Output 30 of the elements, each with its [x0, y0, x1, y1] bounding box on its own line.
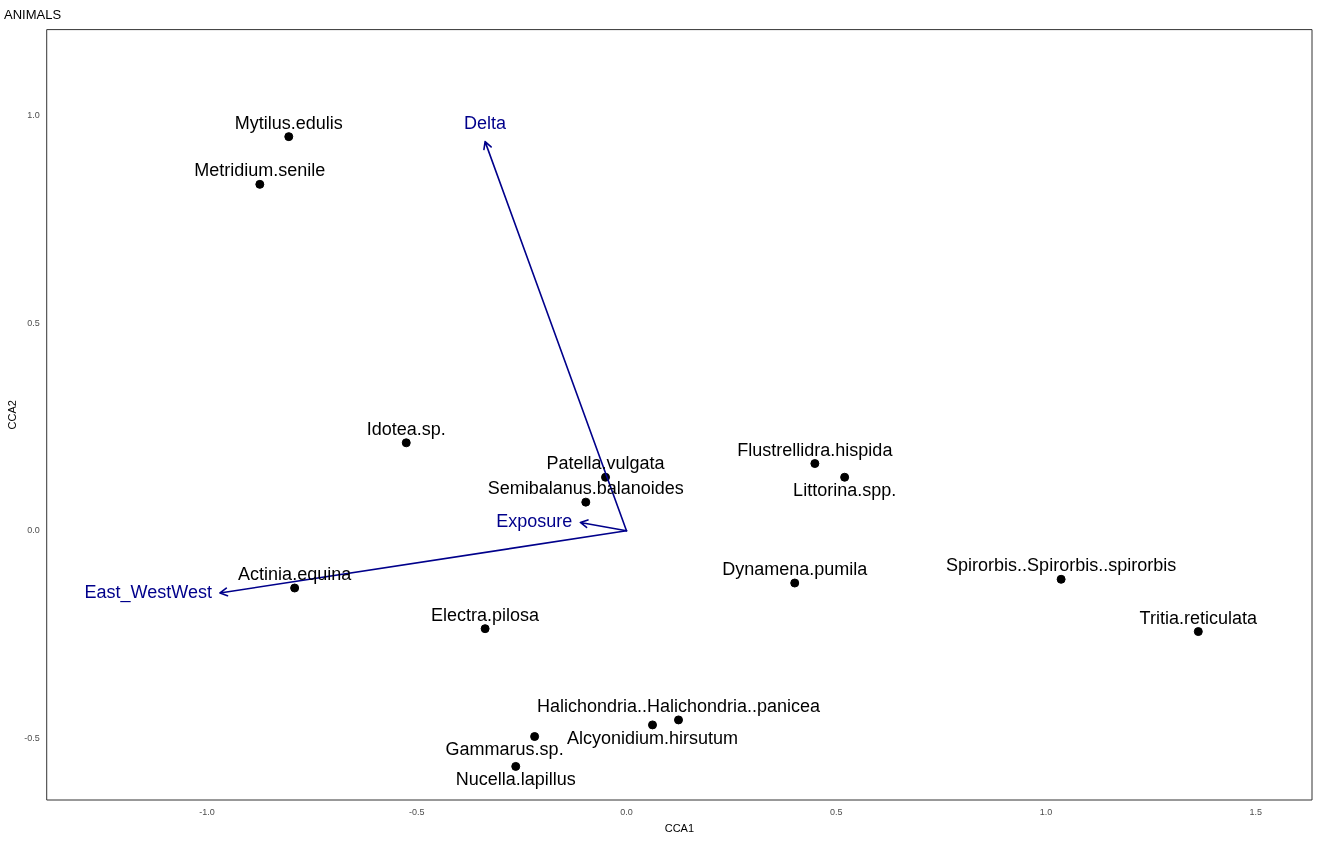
- y-tick-label: 0.0: [27, 525, 40, 536]
- annotation: Actinia.equina: [238, 563, 353, 584]
- annotation: Nucella.lapillus: [455, 769, 576, 790]
- annotation: Mytilus.edulis: [234, 112, 343, 133]
- x-axis-title: CCA1: [664, 822, 695, 835]
- annotation: Dynamena.pumila: [722, 559, 869, 579]
- x-tick-label: 0.5: [830, 806, 843, 817]
- series-label: East_WestWest: [84, 581, 212, 603]
- chart-title: ANIMALS: [4, 7, 62, 23]
- annotation: Metridium.senile: [194, 160, 326, 181]
- x-tick-label: -0.5: [408, 806, 425, 817]
- annotation: Tritia.reticulata: [1139, 607, 1258, 628]
- series-label: Delta: [464, 112, 508, 133]
- y-tick-label: -0.5: [24, 732, 40, 743]
- annotation: Littorina.spp.: [793, 480, 897, 501]
- y-tick-label: 1.0: [27, 110, 40, 121]
- series-label: Exposure: [496, 511, 573, 532]
- annotation: Flustrellidra.hispida: [737, 439, 894, 460]
- annotation: Alcyonidium.hirsutum: [566, 727, 739, 748]
- y-axis-title: CCA2: [5, 400, 18, 430]
- annotation: Halichondria..Halichondria..panicea: [536, 695, 822, 716]
- x-tick-label: -1.0: [199, 806, 215, 817]
- y-tick-label: 0.5: [27, 317, 40, 328]
- annotation: Idotea.sp.: [366, 418, 446, 439]
- x-tick-label: 1.5: [1249, 806, 1263, 817]
- annotation: Spirorbis..Spirorbis..spirorbis: [946, 555, 1177, 576]
- annotation: Electra.pilosa: [431, 604, 541, 625]
- x-tick-label: 1.0: [1039, 806, 1053, 817]
- annotation: Gammarus.sp.: [445, 739, 564, 760]
- x-tick-label: 0.0: [620, 806, 633, 817]
